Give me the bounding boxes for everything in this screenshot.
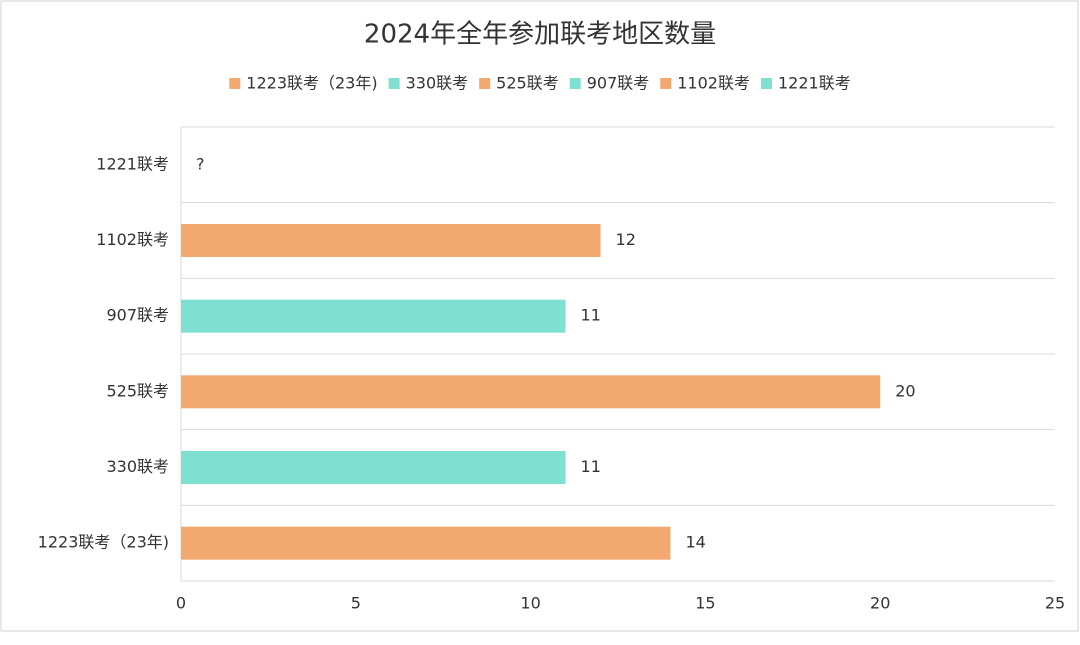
x-tick-label: 5 [351, 594, 361, 613]
legend-swatch [760, 78, 772, 89]
y-tick-label: 1221联考 [96, 154, 169, 173]
legend-label: 1221联考 [778, 74, 851, 93]
legend-swatch [229, 78, 241, 89]
y-tick-label: 1102联考 [96, 230, 169, 249]
x-tick-label: 20 [870, 594, 890, 613]
legend-swatch [569, 78, 581, 89]
legend-label: 1223联考（23年) [246, 74, 377, 93]
legend-label: 330联考 [406, 74, 469, 93]
bar [181, 224, 601, 257]
value-label: 12 [616, 230, 636, 249]
bar [181, 526, 671, 560]
value-label: 20 [895, 381, 915, 400]
y-tick-label: 907联考 [106, 306, 169, 325]
x-tick-label: 15 [695, 594, 715, 613]
x-tick-label: 0 [176, 594, 186, 613]
bar [181, 375, 881, 409]
legend-swatch [479, 78, 491, 89]
legend-label: 907联考 [587, 74, 650, 93]
bar [181, 299, 566, 333]
value-label: 11 [581, 457, 601, 476]
legend-swatch [660, 78, 672, 89]
value-label: 14 [685, 533, 705, 552]
bar [181, 451, 566, 484]
legend-swatch [388, 78, 400, 89]
x-tick-label: 25 [1045, 594, 1065, 613]
value-label: ? [196, 154, 205, 173]
value-label: 11 [581, 306, 601, 325]
legend-label: 1102联考 [677, 74, 750, 93]
chart-title: 2024年全年参加联考地区数量 [364, 20, 716, 50]
x-tick-label: 10 [520, 594, 540, 613]
legend-label: 525联考 [496, 74, 559, 93]
y-tick-label: 1223联考（23年) [38, 533, 169, 552]
y-tick-label: 330联考 [106, 457, 169, 476]
y-tick-label: 525联考 [106, 381, 169, 400]
